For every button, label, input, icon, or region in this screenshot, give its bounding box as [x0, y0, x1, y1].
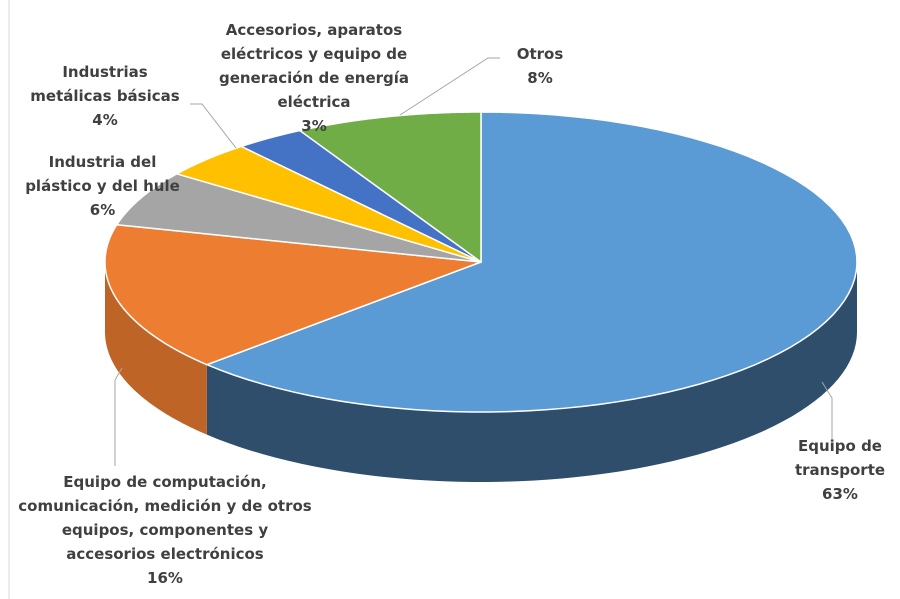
- slice-side: [206, 262, 858, 482]
- value-label: 63%: [822, 485, 858, 503]
- leader-line: [821, 381, 833, 440]
- value-label: 4%: [92, 111, 118, 129]
- data-label: Equipo de computación, comunicación, med…: [15, 470, 315, 590]
- leader-lines: [114, 57, 833, 466]
- category-label: Otros: [516, 45, 564, 63]
- data-label: Industria del plástico y del hule 6%: [20, 150, 185, 222]
- category-label: Accesorios, aparatos eléctricos y equipo…: [218, 21, 410, 111]
- data-label: Industrias metálicas básicas 4%: [30, 60, 180, 132]
- walls: [105, 262, 858, 482]
- category-label: Industria del plástico y del hule: [25, 153, 180, 195]
- data-label: Otros 8%: [490, 42, 590, 90]
- slice-side: [105, 262, 207, 435]
- leader-line: [399, 57, 500, 116]
- value-label: 8%: [527, 69, 553, 87]
- leader-line: [190, 103, 237, 149]
- category-label: Industrias metálicas básicas: [30, 63, 180, 105]
- slice: [239, 129, 482, 263]
- leader-line: [114, 367, 123, 466]
- data-label: Equipo de transporte 63%: [770, 434, 900, 506]
- slice: [174, 145, 482, 263]
- slice: [298, 111, 482, 264]
- slice: [204, 111, 858, 413]
- value-label: 6%: [89, 201, 116, 219]
- value-label: 3%: [301, 117, 327, 135]
- category-label: Equipo de transporte: [794, 437, 886, 479]
- slice: [104, 223, 482, 366]
- slice: [115, 173, 482, 263]
- category-label: Equipo de computación, comunicación, med…: [18, 473, 312, 563]
- data-label: Accesorios, aparatos eléctricos y equipo…: [200, 18, 428, 138]
- value-label: 16%: [147, 569, 183, 587]
- tops: [104, 111, 858, 413]
